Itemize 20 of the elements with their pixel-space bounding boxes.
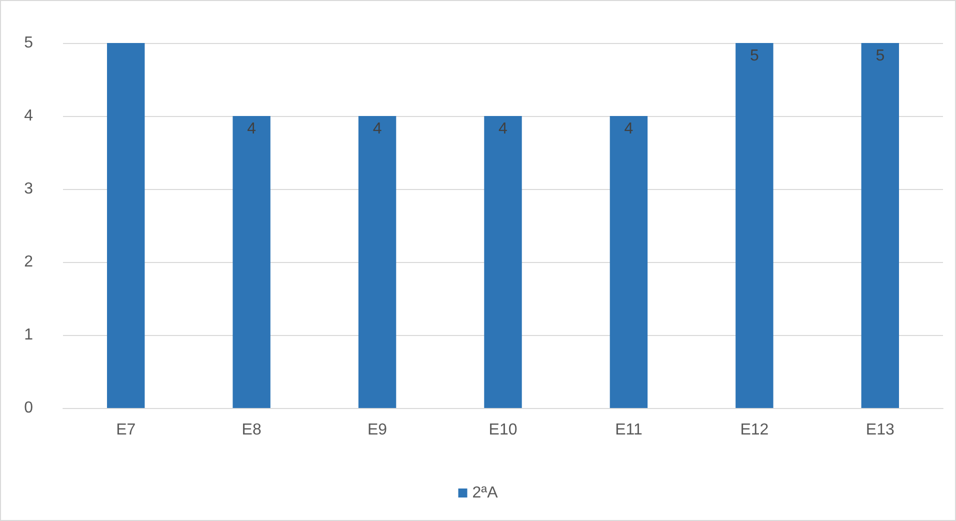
y-tick-label: 1 <box>24 326 34 344</box>
x-tick-label: E10 <box>488 422 518 438</box>
data-label: 4 <box>624 120 634 138</box>
data-label: 4 <box>372 120 382 138</box>
y-tick-label: 0 <box>24 400 34 416</box>
y-tick-label: 4 <box>24 108 34 124</box>
x-tick-label: E13 <box>866 422 894 438</box>
x-tick-label: E8 <box>242 422 262 438</box>
data-label: 5 <box>876 48 885 64</box>
x-tick-label: E12 <box>740 422 769 438</box>
y-tick-label: 5 <box>24 34 34 52</box>
data-label: 5 <box>750 48 759 64</box>
data-label: 4 <box>247 120 256 138</box>
data-label: 4 <box>498 120 508 138</box>
x-tick-label: E9 <box>367 422 388 438</box>
legend-label: 2ªA <box>472 484 498 502</box>
x-tick-label: E11 <box>615 422 642 438</box>
y-tick-label: 3 <box>24 180 34 198</box>
x-tick-label: E7 <box>116 422 136 438</box>
y-tick-label: 2 <box>24 254 34 270</box>
